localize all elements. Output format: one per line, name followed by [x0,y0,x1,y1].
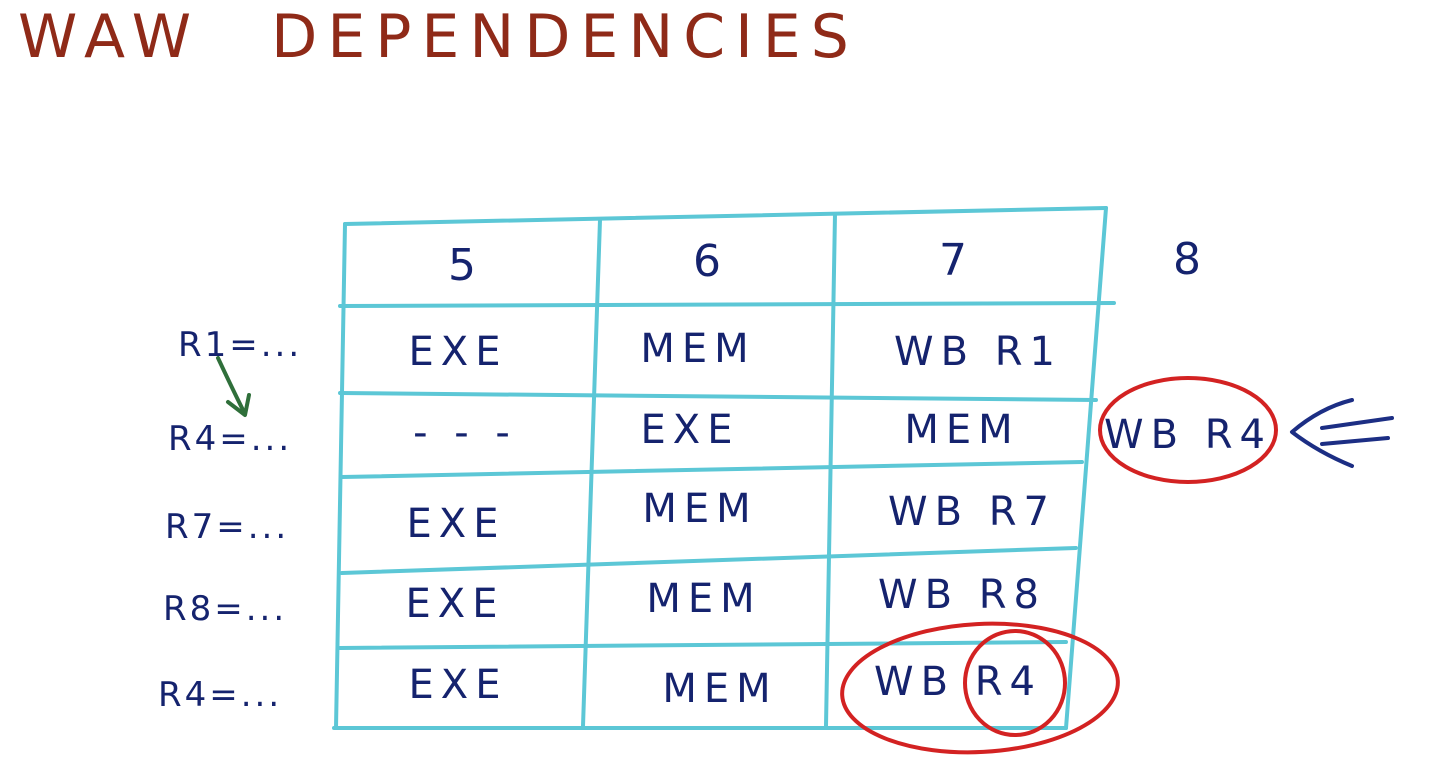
grid-right-line [1064,206,1108,730]
title-word-waw: WAW [18,2,202,72]
instr-label: R1=... [178,325,302,365]
instr-label: R4=... [158,675,282,715]
grid-row-line [338,301,1116,308]
stage-cell: EXE [407,501,506,547]
grid-col-line [581,218,602,728]
dependency-arrow-icon [216,356,251,417]
grid-top-line [343,206,1108,226]
page-title: WAW DEPENDENCIES [18,2,859,72]
stage-cell: WB R8 [878,572,1046,618]
instr-label: R7=... [165,507,289,547]
stage-cell: MEM [640,326,755,372]
last-writeback-circle [840,621,1120,755]
col-header-7: 7 [939,235,967,286]
stage-cell: MEM [642,486,757,532]
stage-cell: - - - [413,410,517,456]
col-header-8: 8 [1173,234,1201,285]
stage-cell: MEM [646,576,761,622]
stage-cell: WB R1 [894,329,1062,375]
col-header-5: 5 [448,240,476,291]
stage-cell: EXE [409,662,508,708]
stage-cell: WB R7 [888,489,1056,535]
col-header-6: 6 [693,236,721,287]
stage-cell: EXE [409,329,508,375]
delayed-writeback-circle [1098,376,1278,484]
grid-left-line [334,222,347,730]
stage-cell: MEM [662,666,777,712]
instr-label: R4=... [168,419,292,459]
attention-arrow-icon [1290,398,1394,468]
grid-row-line [340,546,1078,575]
pipeline-table-grid [332,206,1116,730]
grid-row-line [338,640,1068,650]
stage-cell: EXE [406,581,505,627]
title-word-dependencies: DEPENDENCIES [271,2,859,72]
delayed-writeback-label: WB R4 [1104,412,1272,458]
stage-cell: WB R4 [874,659,1042,705]
stage-cell: MEM [904,407,1019,453]
instr-label: R8=... [163,589,287,629]
grid-row-line [340,460,1084,479]
grid-row-line [338,391,1098,402]
register-r4-circle [963,629,1067,737]
grid-col-line [824,212,837,728]
stage-cell: EXE [641,407,740,453]
